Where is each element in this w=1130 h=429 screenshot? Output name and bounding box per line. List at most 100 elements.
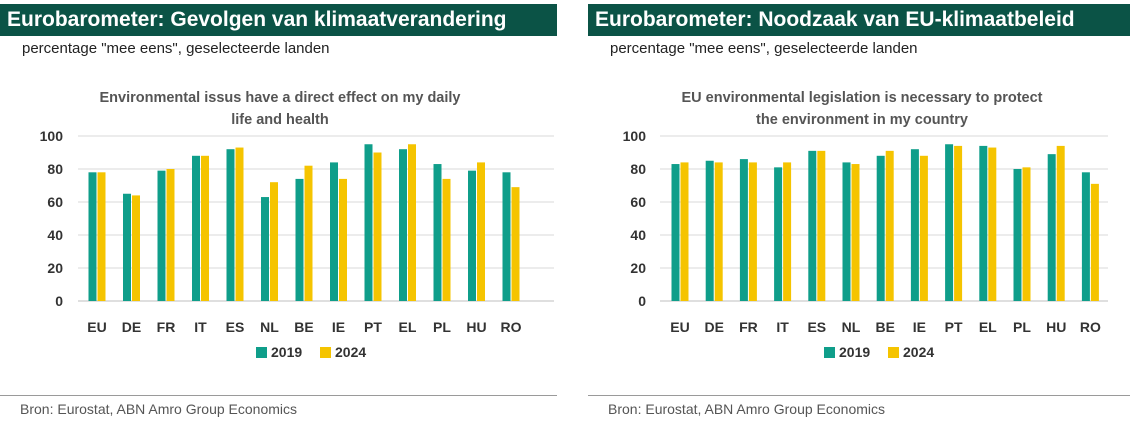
bar-2019-eu	[671, 164, 680, 301]
x-tick-label: IE	[332, 319, 345, 335]
y-tick-label: 80	[47, 161, 63, 177]
bar-2019-be	[876, 155, 885, 301]
x-tick-label: EL	[399, 319, 417, 335]
x-tick-label: NL	[842, 319, 861, 335]
bar-2019-it	[774, 167, 783, 301]
y-tick-label: 20	[47, 260, 63, 276]
bar-2024-nl	[851, 164, 860, 301]
chart-panel-left: Eurobarometer: Gevolgen van klimaatveran…	[0, 0, 557, 429]
bar-2024-es	[817, 150, 826, 301]
bar-2024-de	[714, 162, 723, 301]
bar-chart-eu-legislation: EU environmental legislation is necessar…	[623, 90, 1108, 360]
bar-2019-ro	[502, 172, 511, 301]
legend-swatch-2024	[320, 347, 331, 358]
panel-subtitle: percentage "mee eens", geselecteerde lan…	[22, 40, 330, 57]
bar-2024-ie	[339, 178, 347, 301]
legend-swatch-2019	[824, 347, 835, 358]
bar-2024-fr	[748, 162, 757, 301]
bar-2019-es	[226, 149, 235, 301]
legend-swatch-2019	[256, 347, 267, 358]
bar-2024-hu	[477, 162, 485, 301]
bar-2019-es	[808, 150, 817, 301]
bar-2019-de	[705, 160, 714, 301]
y-tick-label: 20	[630, 260, 646, 276]
bar-2019-pt	[364, 144, 373, 301]
chart-panel-right: Eurobarometer: Noodzaak van EU-klimaatbe…	[588, 0, 1130, 429]
legend-label: 2019	[271, 344, 302, 360]
x-tick-label: RO	[1080, 319, 1101, 335]
y-tick-label: 80	[630, 161, 646, 177]
x-tick-label: HU	[466, 319, 486, 335]
x-tick-label: HU	[1046, 319, 1066, 335]
legend-label: 2024	[903, 344, 934, 360]
x-tick-label: FR	[157, 319, 176, 335]
x-tick-label: BE	[294, 319, 313, 335]
panel-title: Eurobarometer: Noodzaak van EU-klimaatbe…	[588, 4, 1130, 36]
y-tick-label: 0	[55, 293, 63, 309]
bar-2024-eu	[97, 172, 106, 301]
bar-2019-eu	[88, 172, 97, 301]
x-tick-label: PL	[433, 319, 451, 335]
bar-2019-it	[192, 155, 200, 301]
bar-2024-eu	[680, 162, 689, 301]
bar-2019-hu	[1047, 154, 1056, 301]
bar-2019-fr	[739, 159, 748, 301]
bar-2019-nl	[261, 197, 269, 301]
bar-2024-ro	[511, 187, 520, 301]
bar-2019-ie	[330, 162, 338, 301]
bar-2019-de	[123, 193, 131, 301]
y-tick-label: 100	[623, 128, 647, 144]
bar-2024-pt	[954, 145, 963, 301]
divider	[588, 395, 1130, 396]
bar-2019-fr	[157, 170, 166, 301]
x-tick-label: FR	[739, 319, 758, 335]
x-tick-label: DE	[122, 319, 141, 335]
y-tick-label: 60	[47, 194, 63, 210]
bar-2024-hu	[1056, 145, 1065, 301]
bar-2019-nl	[842, 162, 851, 301]
bar-2024-ie	[919, 155, 928, 301]
legend-swatch-2024	[888, 347, 899, 358]
x-tick-label: PT	[364, 319, 382, 335]
bar-2019-ie	[910, 149, 919, 301]
chart-title-line: Environmental issus have a direct effect…	[99, 90, 460, 106]
chart-title-line: EU environmental legislation is necessar…	[682, 90, 1043, 106]
bar-2019-pl	[433, 164, 442, 301]
x-tick-label: DE	[704, 319, 723, 335]
x-tick-label: IE	[913, 319, 926, 335]
y-tick-label: 40	[630, 227, 646, 243]
bar-2019-ro	[1081, 172, 1090, 301]
chart-title-line: life and health	[231, 112, 329, 128]
y-tick-label: 40	[47, 227, 63, 243]
bar-2024-nl	[270, 182, 278, 301]
bar-2024-el	[408, 144, 416, 301]
bar-2024-be	[885, 150, 894, 301]
x-tick-label: BE	[875, 319, 894, 335]
x-tick-label: ES	[807, 319, 826, 335]
bar-chart-environmental-effect: Environmental issus have a direct effect…	[40, 90, 554, 360]
x-tick-label: EL	[979, 319, 997, 335]
bar-2024-be	[304, 165, 313, 301]
bar-2019-pt	[945, 144, 954, 301]
bar-2024-ro	[1090, 183, 1099, 301]
source-note: Bron: Eurostat, ABN Amro Group Economics	[608, 401, 886, 417]
y-tick-label: 0	[638, 293, 646, 309]
bar-2024-it	[783, 162, 792, 301]
panel-title: Eurobarometer: Gevolgen van klimaatveran…	[0, 4, 557, 36]
x-tick-label: RO	[501, 319, 522, 335]
bar-2024-de	[132, 195, 140, 301]
legend-label: 2024	[335, 344, 366, 360]
bar-2024-pl	[1022, 167, 1031, 301]
bar-2019-el	[979, 145, 988, 301]
x-tick-label: IT	[194, 319, 207, 335]
source-note: Bron: Eurostat, ABN Amro Group Economics	[20, 401, 298, 417]
x-tick-label: NL	[260, 319, 279, 335]
x-tick-label: ES	[226, 319, 245, 335]
bar-2024-pt	[373, 152, 382, 301]
bar-2019-be	[295, 178, 304, 301]
x-tick-label: PT	[945, 319, 963, 335]
panel-subtitle: percentage "mee eens", geselecteerde lan…	[610, 40, 918, 57]
x-tick-label: EU	[87, 319, 106, 335]
chart-title-line: the environment in my country	[756, 112, 968, 128]
bar-2024-fr	[166, 169, 175, 301]
